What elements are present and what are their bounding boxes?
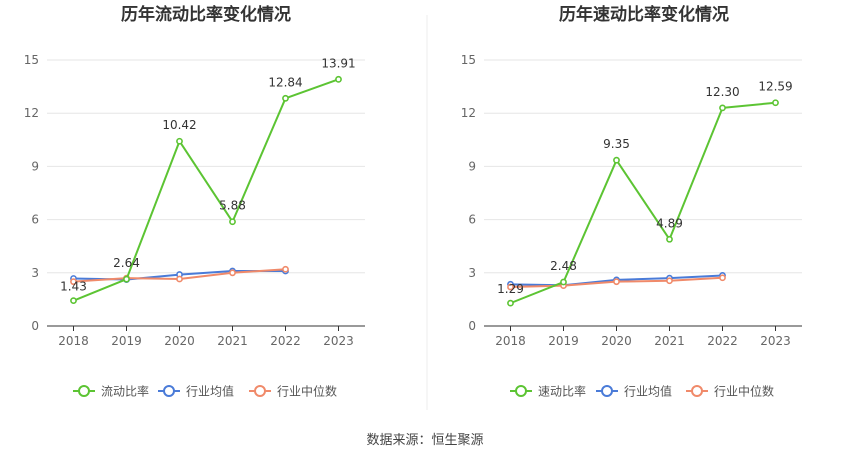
data-point [282, 94, 289, 102]
y-tick-label: 9 [468, 159, 476, 173]
data-point [282, 265, 289, 273]
y-tick-label: 12 [461, 106, 476, 120]
data-point [335, 75, 342, 83]
x-tick-label: 2023 [760, 334, 791, 348]
legend-marker [515, 385, 527, 397]
y-tick-label: 15 [24, 53, 39, 67]
x-tick-label: 2022 [707, 334, 738, 348]
x-tick-label: 2019 [111, 334, 142, 348]
legend-label: 速动比率 [538, 384, 586, 399]
y-tick-label: 3 [31, 266, 39, 280]
chart-title: 历年流动比率变化情况 [121, 4, 291, 25]
data-point [507, 283, 514, 291]
data-point [719, 274, 726, 282]
data-point [772, 99, 779, 107]
legend-label: 流动比率 [101, 384, 149, 399]
data-point [613, 156, 620, 164]
chart-1: 历年流动比率变化情况 0 3 6 9 12 15 2018 2019 2020 2021 2022 20… [24, 4, 365, 399]
data-source-footer: 数据来源：恒生聚源 [366, 433, 484, 448]
legend-marker [163, 385, 175, 397]
data-point [507, 299, 514, 307]
data-point [176, 275, 183, 283]
data-point [613, 278, 620, 286]
x-tick-label: 2018 [58, 334, 89, 348]
data-label: 10.42 [162, 118, 196, 132]
x-tick-label: 2021 [217, 334, 248, 348]
y-tick-label: 15 [461, 53, 476, 67]
series-line-1 [510, 101, 776, 305]
data-label: 9.35 [603, 137, 630, 151]
y-tick-label: 6 [468, 213, 476, 227]
y-tick-label: 12 [24, 106, 39, 120]
data-label: 12.30 [705, 85, 739, 99]
legend-label: 行业均值 [624, 384, 672, 399]
data-label: 12.84 [268, 75, 302, 89]
data-point [176, 137, 183, 145]
x-tick-label: 2022 [270, 334, 301, 348]
data-point [70, 278, 77, 286]
data-label: 5.88 [219, 199, 246, 213]
legend-label: 行业中位数 [277, 384, 337, 399]
data-point [666, 277, 673, 285]
y-tick-label: 9 [31, 159, 39, 173]
legend-marker [691, 385, 703, 397]
data-label: 13.91 [321, 56, 355, 70]
legend-marker [78, 385, 90, 397]
data-point [560, 278, 567, 286]
y-tick-label: 3 [468, 266, 476, 280]
data-point [229, 269, 236, 277]
data-point [70, 297, 77, 305]
data-label: 1.29 [497, 282, 524, 296]
y-tick-label: 0 [468, 319, 476, 333]
x-tick-label: 2019 [548, 334, 579, 348]
data-point [229, 218, 236, 226]
legend-label: 行业均值 [186, 384, 234, 399]
data-point [666, 235, 673, 243]
data-label: 2.64 [113, 256, 140, 270]
legend-marker [254, 385, 266, 397]
data-point [123, 275, 130, 283]
x-tick-label: 2020 [164, 334, 195, 348]
data-label: 1.43 [60, 280, 87, 294]
chart-title: 历年速动比率变化情况 [559, 4, 729, 25]
legend-marker [601, 385, 613, 397]
chart-2: 历年速动比率变化情况 0 3 6 9 12 15 2018 2019 2020 2021 2022 20… [461, 4, 802, 399]
legend-label: 行业中位数 [714, 384, 774, 399]
data-point [719, 104, 726, 112]
data-label: 12.59 [758, 80, 792, 94]
x-tick-label: 2018 [495, 334, 526, 348]
data-label: 4.89 [656, 216, 683, 230]
x-tick-label: 2021 [654, 334, 685, 348]
series-line-1 [73, 78, 339, 302]
y-tick-label: 0 [31, 319, 39, 333]
y-tick-label: 6 [31, 213, 39, 227]
x-tick-label: 2020 [601, 334, 632, 348]
data-label: 2.48 [550, 259, 577, 273]
x-tick-label: 2023 [323, 334, 354, 348]
